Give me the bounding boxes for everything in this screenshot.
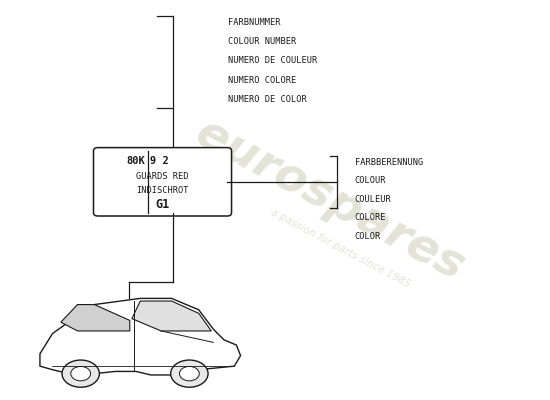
Polygon shape	[132, 301, 211, 331]
Text: COLOR: COLOR	[355, 232, 381, 240]
Text: FARBNUMMER: FARBNUMMER	[228, 18, 280, 27]
Text: INDISCHROT: INDISCHROT	[136, 186, 189, 195]
Text: COLOUR NUMBER: COLOUR NUMBER	[228, 37, 296, 46]
Circle shape	[62, 360, 100, 387]
Text: 80K: 80K	[126, 156, 145, 166]
Bar	[162, 162, 173, 178]
Text: NUMERO DE COLOR: NUMERO DE COLOR	[228, 95, 307, 104]
Circle shape	[179, 366, 199, 381]
Text: NUMERO DE COULEUR: NUMERO DE COULEUR	[228, 56, 317, 65]
Text: COLORE: COLORE	[355, 213, 386, 222]
Text: eurospares: eurospares	[188, 110, 472, 290]
Polygon shape	[61, 304, 130, 331]
Text: COLOUR: COLOUR	[355, 176, 386, 186]
Circle shape	[170, 360, 208, 387]
Text: GUARDS RED: GUARDS RED	[136, 172, 189, 181]
Text: FARBBERENNUNG: FARBBERENNUNG	[355, 158, 423, 167]
Circle shape	[71, 366, 91, 381]
Text: NUMERO COLORE: NUMERO COLORE	[228, 76, 296, 85]
Text: a passion for parts since 1985: a passion for parts since 1985	[270, 207, 412, 289]
Text: 9 2: 9 2	[150, 156, 169, 166]
Text: COULEUR: COULEUR	[355, 195, 392, 204]
Text: G1: G1	[156, 198, 169, 211]
Polygon shape	[40, 298, 240, 375]
FancyBboxPatch shape	[94, 148, 232, 216]
